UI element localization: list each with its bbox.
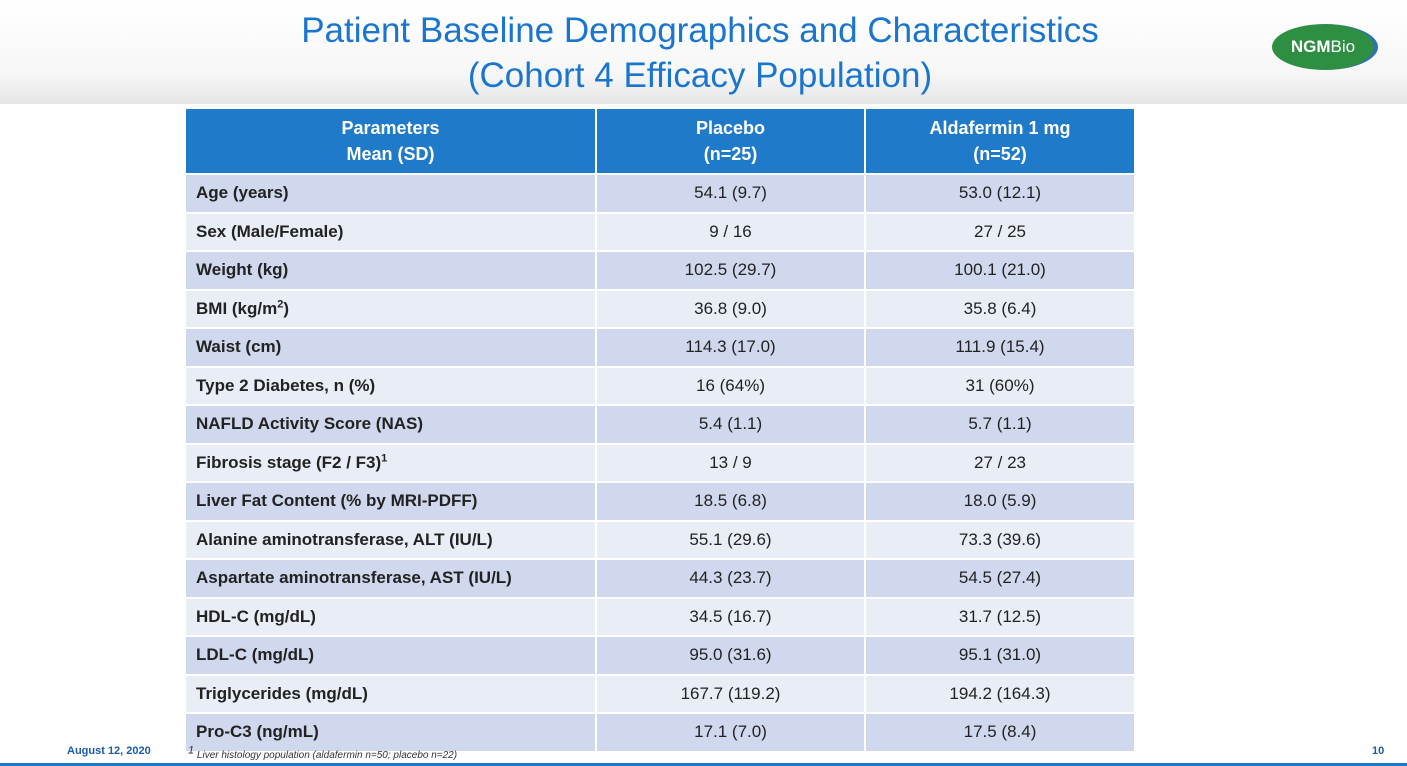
header-line: Aldafermin 1 mg [929, 118, 1071, 138]
aldafermin-cell: 111.9 (15.4) [865, 327, 1134, 367]
table-row: Alanine aminotransferase, ALT (IU/L) 55.… [186, 519, 1134, 559]
table-row: Type 2 Diabetes, n (%) 16 (64%) 31 (60%) [186, 365, 1134, 405]
table-row: Fibrosis stage (F2 / F3)1 13 / 9 27 / 23 [186, 442, 1134, 482]
param-cell: Sex (Male/Female) [186, 211, 597, 251]
aldafermin-cell: 18.0 (5.9) [865, 481, 1134, 521]
table-row: Waist (cm) 114.3 (17.0) 111.9 (15.4) [186, 327, 1134, 367]
table-row: Triglycerides (mg/dL) 167.7 (119.2) 194.… [186, 673, 1134, 713]
header-parameters: Parameters Mean (SD) [186, 109, 597, 174]
param-cell: HDL-C (mg/dL) [186, 596, 597, 636]
param-text: Fibrosis stage (F2 / F3) [196, 452, 382, 472]
aldafermin-cell: 73.3 (39.6) [865, 519, 1134, 559]
footnote-mark: 1 [188, 744, 195, 757]
table-header-row: Parameters Mean (SD) Placebo (n=25) Alda… [186, 109, 1134, 174]
param-cell: NAFLD Activity Score (NAS) [186, 404, 597, 444]
demographics-table: Parameters Mean (SD) Placebo (n=25) Alda… [186, 109, 1134, 751]
title-line-2: (Cohort 4 Efficacy Population) [467, 56, 933, 95]
param-cell: Alanine aminotransferase, ALT (IU/L) [186, 519, 597, 559]
ngmbio-logo: NGM Bio [1272, 24, 1378, 70]
page-number: 10 [1372, 745, 1385, 757]
placebo-cell: 95.0 (31.6) [596, 635, 866, 675]
table-row: Age (years) 54.1 (9.7) 53.0 (12.1) [186, 173, 1134, 213]
header-aldafermin: Aldafermin 1 mg (n=52) [865, 109, 1134, 174]
footnote-text: Liver histology population (aldafermin n… [196, 750, 458, 761]
placebo-cell: 5.4 (1.1) [596, 404, 866, 444]
param-cell: Aspartate aminotransferase, AST (IU/L) [186, 558, 597, 598]
aldafermin-cell: 54.5 (27.4) [865, 558, 1134, 598]
slide-title: Patient Baseline Demographics and Charac… [180, 8, 1220, 98]
placebo-cell: 102.5 (29.7) [596, 250, 866, 290]
param-cell: LDL-C (mg/dL) [186, 635, 597, 675]
title-line-1: Patient Baseline Demographics and Charac… [301, 11, 1099, 50]
placebo-cell: 54.1 (9.7) [596, 173, 866, 213]
param-superscript: 1 [381, 452, 388, 465]
placebo-cell: 18.5 (6.8) [596, 481, 866, 521]
bottom-accent-bar [0, 763, 1407, 766]
placebo-cell: 16 (64%) [596, 365, 866, 405]
placebo-cell: 9 / 16 [596, 211, 866, 251]
aldafermin-cell: 53.0 (12.1) [865, 173, 1134, 213]
param-cell: Waist (cm) [186, 327, 597, 367]
table-row: Liver Fat Content (% by MRI-PDFF) 18.5 (… [186, 481, 1134, 521]
header-line: Placebo [695, 118, 766, 138]
table-row: LDL-C (mg/dL) 95.0 (31.6) 95.1 (31.0) [186, 635, 1134, 675]
table-row: Aspartate aminotransferase, AST (IU/L) 4… [186, 558, 1134, 598]
footnote: 1 Liver histology population (aldafermin… [188, 745, 458, 761]
header-placebo: Placebo (n=25) [596, 109, 866, 174]
aldafermin-cell: 35.8 (6.4) [865, 288, 1134, 328]
header-line: Parameters [341, 118, 440, 138]
header-line: (n=25) [703, 144, 758, 164]
aldafermin-cell: 17.5 (8.4) [865, 712, 1134, 751]
aldafermin-cell: 194.2 (164.3) [865, 673, 1134, 713]
param-text-after: ) [283, 298, 290, 318]
param-cell: Pro-C3 (ng/mL) [186, 712, 597, 751]
table-row: BMI (kg/m2) 36.8 (9.0) 35.8 (6.4) [186, 288, 1134, 328]
param-cell: Age (years) [186, 173, 597, 213]
placebo-cell: 13 / 9 [596, 442, 866, 482]
header-line: Mean (SD) [346, 144, 435, 164]
header-line: (n=52) [973, 144, 1027, 164]
aldafermin-cell: 27 / 23 [865, 442, 1134, 482]
param-superscript: 2 [277, 298, 284, 311]
aldafermin-cell: 100.1 (21.0) [865, 250, 1134, 290]
table-row: Sex (Male/Female) 9 / 16 27 / 25 [186, 211, 1134, 251]
placebo-cell: 34.5 (16.7) [596, 596, 866, 636]
slide-header: Patient Baseline Demographics and Charac… [0, 0, 1407, 104]
slide-date: August 12, 2020 [67, 745, 151, 757]
aldafermin-cell: 31 (60%) [865, 365, 1134, 405]
placebo-cell: 17.1 (7.0) [596, 712, 866, 751]
table-row: Weight (kg) 102.5 (29.7) 100.1 (21.0) [186, 250, 1134, 290]
aldafermin-cell: 27 / 25 [865, 211, 1134, 251]
placebo-cell: 44.3 (23.7) [596, 558, 866, 598]
param-text: BMI (kg/m [196, 298, 278, 318]
logo-text-light: Bio [1330, 37, 1356, 56]
aldafermin-cell: 31.7 (12.5) [865, 596, 1134, 636]
placebo-cell: 55.1 (29.6) [596, 519, 866, 559]
param-cell: Triglycerides (mg/dL) [186, 673, 597, 713]
param-cell: Fibrosis stage (F2 / F3)1 [186, 442, 597, 482]
param-cell: Weight (kg) [186, 250, 597, 290]
placebo-cell: 114.3 (17.0) [596, 327, 866, 367]
aldafermin-cell: 95.1 (31.0) [865, 635, 1134, 675]
param-cell: BMI (kg/m2) [186, 288, 597, 328]
aldafermin-cell: 5.7 (1.1) [865, 404, 1134, 444]
param-cell: Liver Fat Content (% by MRI-PDFF) [186, 481, 597, 521]
table-row: HDL-C (mg/dL) 34.5 (16.7) 31.7 (12.5) [186, 596, 1134, 636]
table-row: NAFLD Activity Score (NAS) 5.4 (1.1) 5.7… [186, 404, 1134, 444]
table-row: Pro-C3 (ng/mL) 17.1 (7.0) 17.5 (8.4) [186, 712, 1134, 751]
placebo-cell: 36.8 (9.0) [596, 288, 866, 328]
param-cell: Type 2 Diabetes, n (%) [186, 365, 597, 405]
logo-text-bold: NGM [1290, 37, 1331, 56]
placebo-cell: 167.7 (119.2) [596, 673, 866, 713]
